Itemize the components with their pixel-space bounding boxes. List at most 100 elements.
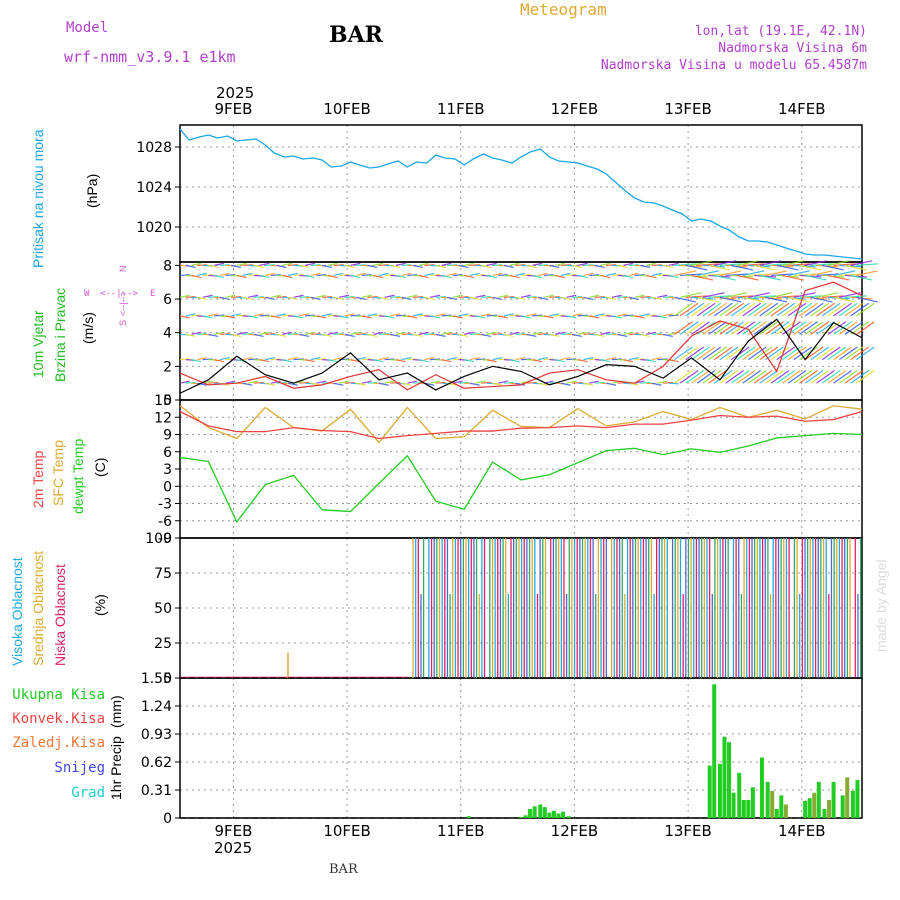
wind-arrow xyxy=(747,321,767,335)
wind-arrow xyxy=(583,333,594,335)
wind-arrow xyxy=(356,296,367,301)
precip-bar xyxy=(750,787,755,818)
wind-arrow xyxy=(231,313,242,317)
wind-arrow xyxy=(515,264,526,266)
wind-arrow xyxy=(589,294,600,298)
wind-arrow xyxy=(435,313,446,317)
wind-arrow xyxy=(736,274,759,281)
wind-arrow xyxy=(747,370,767,384)
wind-arrow xyxy=(572,313,583,317)
wind-arrow xyxy=(770,370,790,384)
wind-arrow xyxy=(537,296,548,301)
wind-arrow xyxy=(617,264,628,269)
wind-arrow xyxy=(810,296,833,303)
wind-arrow xyxy=(509,359,520,363)
wind-arrow xyxy=(520,274,532,277)
precip-bar xyxy=(707,765,712,818)
wind-arrow xyxy=(685,346,705,361)
wind-arrow xyxy=(657,380,668,384)
wind-arrow xyxy=(304,331,315,335)
wind-arrow xyxy=(214,314,225,317)
wind-arrow xyxy=(719,296,742,303)
wind-arrow xyxy=(515,333,526,335)
wind-arrow xyxy=(606,382,617,386)
wind-arrow xyxy=(492,356,503,361)
wind-arrow xyxy=(685,295,708,298)
wind-arrow xyxy=(856,270,878,277)
wind-arrow xyxy=(679,321,699,335)
wind-arrow xyxy=(702,273,725,277)
wind-arrow xyxy=(697,263,720,266)
wind-arrow xyxy=(640,264,651,269)
wind-arrow xyxy=(742,302,762,317)
precip-bar xyxy=(566,816,571,818)
wind-arrow xyxy=(469,296,480,301)
wind-arrow xyxy=(361,274,372,277)
wind-arrow xyxy=(833,370,852,384)
wind-arrow xyxy=(674,321,693,335)
wind-arrow xyxy=(367,313,378,317)
wind-arrow xyxy=(657,358,668,361)
wind-arrow xyxy=(668,359,679,363)
wind-arrow xyxy=(321,264,332,269)
wind-arrow xyxy=(304,274,315,279)
wind-arrow xyxy=(373,274,384,279)
wind-gust-line xyxy=(179,281,863,391)
wind-arrow xyxy=(594,264,605,269)
precip-bar xyxy=(845,777,850,818)
wind-arrow xyxy=(855,346,875,361)
bottom-day-label: 14FEB xyxy=(778,822,825,840)
wind-arrow xyxy=(196,296,207,301)
precip-bar xyxy=(532,806,537,818)
y-tick-label: 3 xyxy=(163,462,172,478)
wind-arrow xyxy=(816,370,835,384)
wind-arrow xyxy=(810,263,833,266)
precip-bar xyxy=(519,817,523,818)
wind-arrow xyxy=(736,302,756,317)
wind-arrow xyxy=(327,274,338,279)
wind-arrow xyxy=(736,260,759,266)
wind-arrow xyxy=(287,272,298,277)
wind-arrow xyxy=(469,333,480,335)
wind-arrow xyxy=(810,346,830,361)
wind-arrow xyxy=(685,321,705,335)
wind-arrow xyxy=(549,333,560,338)
wind-arrow xyxy=(225,274,236,277)
wind-arrow xyxy=(412,264,423,269)
wind-arrow xyxy=(600,314,611,317)
wind-arrow xyxy=(492,382,503,386)
wind-arrow xyxy=(611,274,622,277)
bottom-day-label: 12FEB xyxy=(551,822,598,840)
wind-arrow xyxy=(753,264,776,271)
wind-arrow xyxy=(407,380,418,384)
wind-arrow xyxy=(384,274,395,277)
wind-arrow xyxy=(418,331,429,335)
wind-arrow xyxy=(486,331,497,335)
wind-arrow xyxy=(589,274,600,277)
wind-arrow xyxy=(793,292,816,298)
wind-arrow xyxy=(384,380,395,384)
wind-arrow xyxy=(623,262,634,266)
wind-arrow xyxy=(787,270,810,277)
wind-arrow xyxy=(623,359,634,363)
wind-arrow xyxy=(299,333,310,338)
wind-arrow xyxy=(645,359,656,363)
wind-arrow xyxy=(805,260,827,266)
wind-arrow xyxy=(759,346,779,361)
y-tick-label: 0 xyxy=(163,671,172,687)
wind-arrow xyxy=(219,333,230,335)
wind-arrow xyxy=(481,264,492,269)
wind-arrow xyxy=(526,296,537,298)
wind-arrow xyxy=(253,381,264,384)
wind-arrow xyxy=(833,346,852,361)
wind-arrow xyxy=(390,333,401,338)
model-name: wrf-nmm_v3.9.1 e1km xyxy=(64,48,236,66)
wind-arrow xyxy=(282,314,293,317)
wind-arrow xyxy=(640,313,651,317)
wind-arrow xyxy=(793,346,813,361)
wind-arrow xyxy=(827,302,847,317)
precip-bar xyxy=(547,812,552,818)
wind-arrow xyxy=(577,314,588,317)
wind-arrow xyxy=(674,370,693,384)
wind-arrow xyxy=(628,272,639,277)
